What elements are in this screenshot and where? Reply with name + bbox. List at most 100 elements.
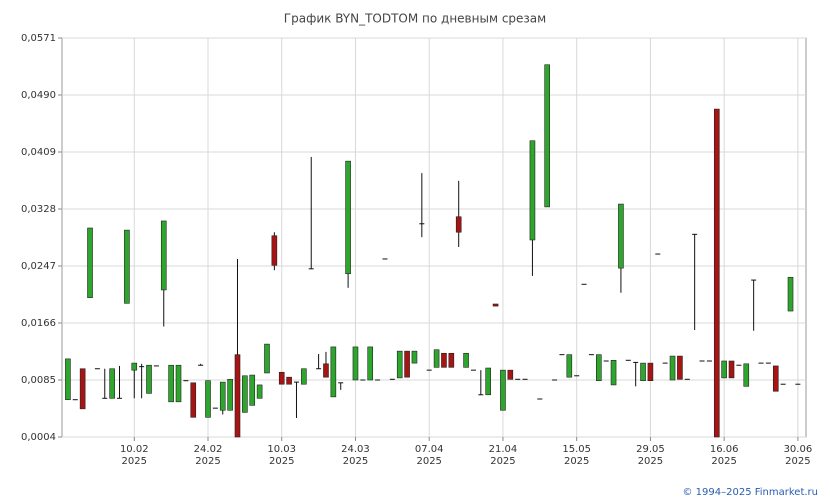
candle-body	[655, 253, 661, 255]
x-tick-label: 2025	[785, 456, 810, 467]
candle-body	[153, 365, 159, 367]
candle-body	[721, 360, 727, 379]
candle-body	[581, 283, 587, 285]
x-tick-label: 07.04	[415, 444, 444, 455]
candle-body	[448, 352, 455, 368]
candle-body	[72, 399, 78, 401]
candle-body	[492, 303, 499, 307]
candle-body	[278, 371, 285, 385]
candle-body	[271, 235, 278, 266]
candle-body	[146, 364, 152, 394]
x-tick-label: 16.06	[710, 444, 739, 455]
candle-body	[515, 378, 521, 380]
candle-body	[507, 369, 514, 380]
y-tick-label: 0,0571	[21, 33, 56, 44]
candle-body	[610, 359, 617, 386]
candle-body	[308, 268, 314, 270]
candle-body	[625, 359, 631, 361]
candle-body	[795, 383, 801, 385]
candle-body	[131, 362, 138, 371]
candle-body	[249, 374, 256, 406]
candle-body	[743, 363, 750, 387]
y-tick-label: 0,0328	[21, 204, 56, 215]
x-tick-label: 29.05	[636, 444, 665, 455]
candle-body	[367, 346, 374, 381]
candle-body	[559, 354, 565, 356]
candle-body	[618, 203, 624, 269]
candle-body	[352, 346, 359, 381]
candle-body	[316, 368, 322, 370]
candle-body	[205, 380, 211, 418]
x-tick-label: 15.05	[562, 444, 591, 455]
y-tick-label: 0,0490	[21, 90, 56, 101]
candle-body	[219, 381, 226, 411]
candle-body	[522, 378, 528, 380]
chart-title: График BYN_TODTOM по дневным срезам	[284, 12, 546, 26]
candle-body	[404, 350, 410, 378]
candle-body	[286, 376, 292, 385]
x-tick-label: 2025	[269, 456, 294, 467]
candle-body	[234, 354, 241, 438]
x-tick-label: 2025	[416, 456, 441, 467]
candle-body	[256, 384, 263, 399]
candle-body	[338, 382, 344, 384]
x-tick-label: 2025	[564, 456, 589, 467]
candle-body	[463, 352, 469, 368]
candle-body	[633, 361, 639, 363]
candle-body	[684, 378, 690, 380]
candle-body	[323, 363, 329, 378]
candle-body	[426, 369, 432, 371]
candle-body	[470, 369, 476, 371]
candle-body	[588, 354, 594, 356]
candle-body	[419, 223, 425, 225]
candle-body	[117, 397, 123, 399]
x-tick-label: 2025	[343, 456, 368, 467]
candle-body	[94, 368, 100, 370]
candle-body	[640, 362, 646, 382]
candle-body	[360, 379, 366, 381]
candle-body	[227, 378, 233, 411]
candle-body	[345, 160, 351, 275]
candle-body	[396, 350, 403, 379]
candle-body	[552, 379, 558, 381]
candle-body	[190, 382, 197, 418]
candle-body	[751, 279, 757, 281]
x-tick-label: 24.02	[194, 444, 223, 455]
x-tick-label: 2025	[711, 456, 736, 467]
y-tick-label: 0,0166	[21, 318, 56, 329]
x-tick-label: 10.03	[267, 444, 296, 455]
x-tick-label: 30.06	[784, 444, 813, 455]
candle-body	[772, 365, 779, 392]
candle-body	[485, 367, 491, 396]
candle-body	[168, 364, 174, 403]
x-tick-label: 2025	[195, 456, 220, 467]
candle-body	[544, 64, 550, 208]
x-tick-label: 24.03	[341, 444, 370, 455]
candle-body	[242, 375, 248, 413]
candle-body	[264, 343, 270, 374]
candle-body	[382, 258, 388, 260]
x-tick-label: 10.02	[120, 444, 149, 455]
candle-body	[647, 362, 654, 382]
candle-body	[455, 216, 462, 233]
candle-body	[596, 354, 602, 382]
candle-body	[433, 349, 440, 368]
candle-body	[669, 355, 676, 381]
candle-body	[537, 398, 543, 400]
x-tick-label: 21.04	[489, 444, 518, 455]
candle-body	[109, 368, 115, 399]
x-tick-label: 2025	[490, 456, 515, 467]
candle-body	[603, 360, 609, 362]
candle-body	[713, 108, 720, 438]
candle-body	[529, 140, 536, 241]
candle-body	[79, 368, 86, 410]
x-tick-label: 2025	[122, 456, 147, 467]
candle-body	[293, 381, 299, 383]
candle-body	[175, 364, 182, 403]
candle-body	[330, 346, 337, 398]
candle-body	[389, 378, 395, 380]
candle-body	[728, 360, 735, 379]
candle-body	[706, 360, 712, 362]
x-tick-label: 2025	[638, 456, 663, 467]
